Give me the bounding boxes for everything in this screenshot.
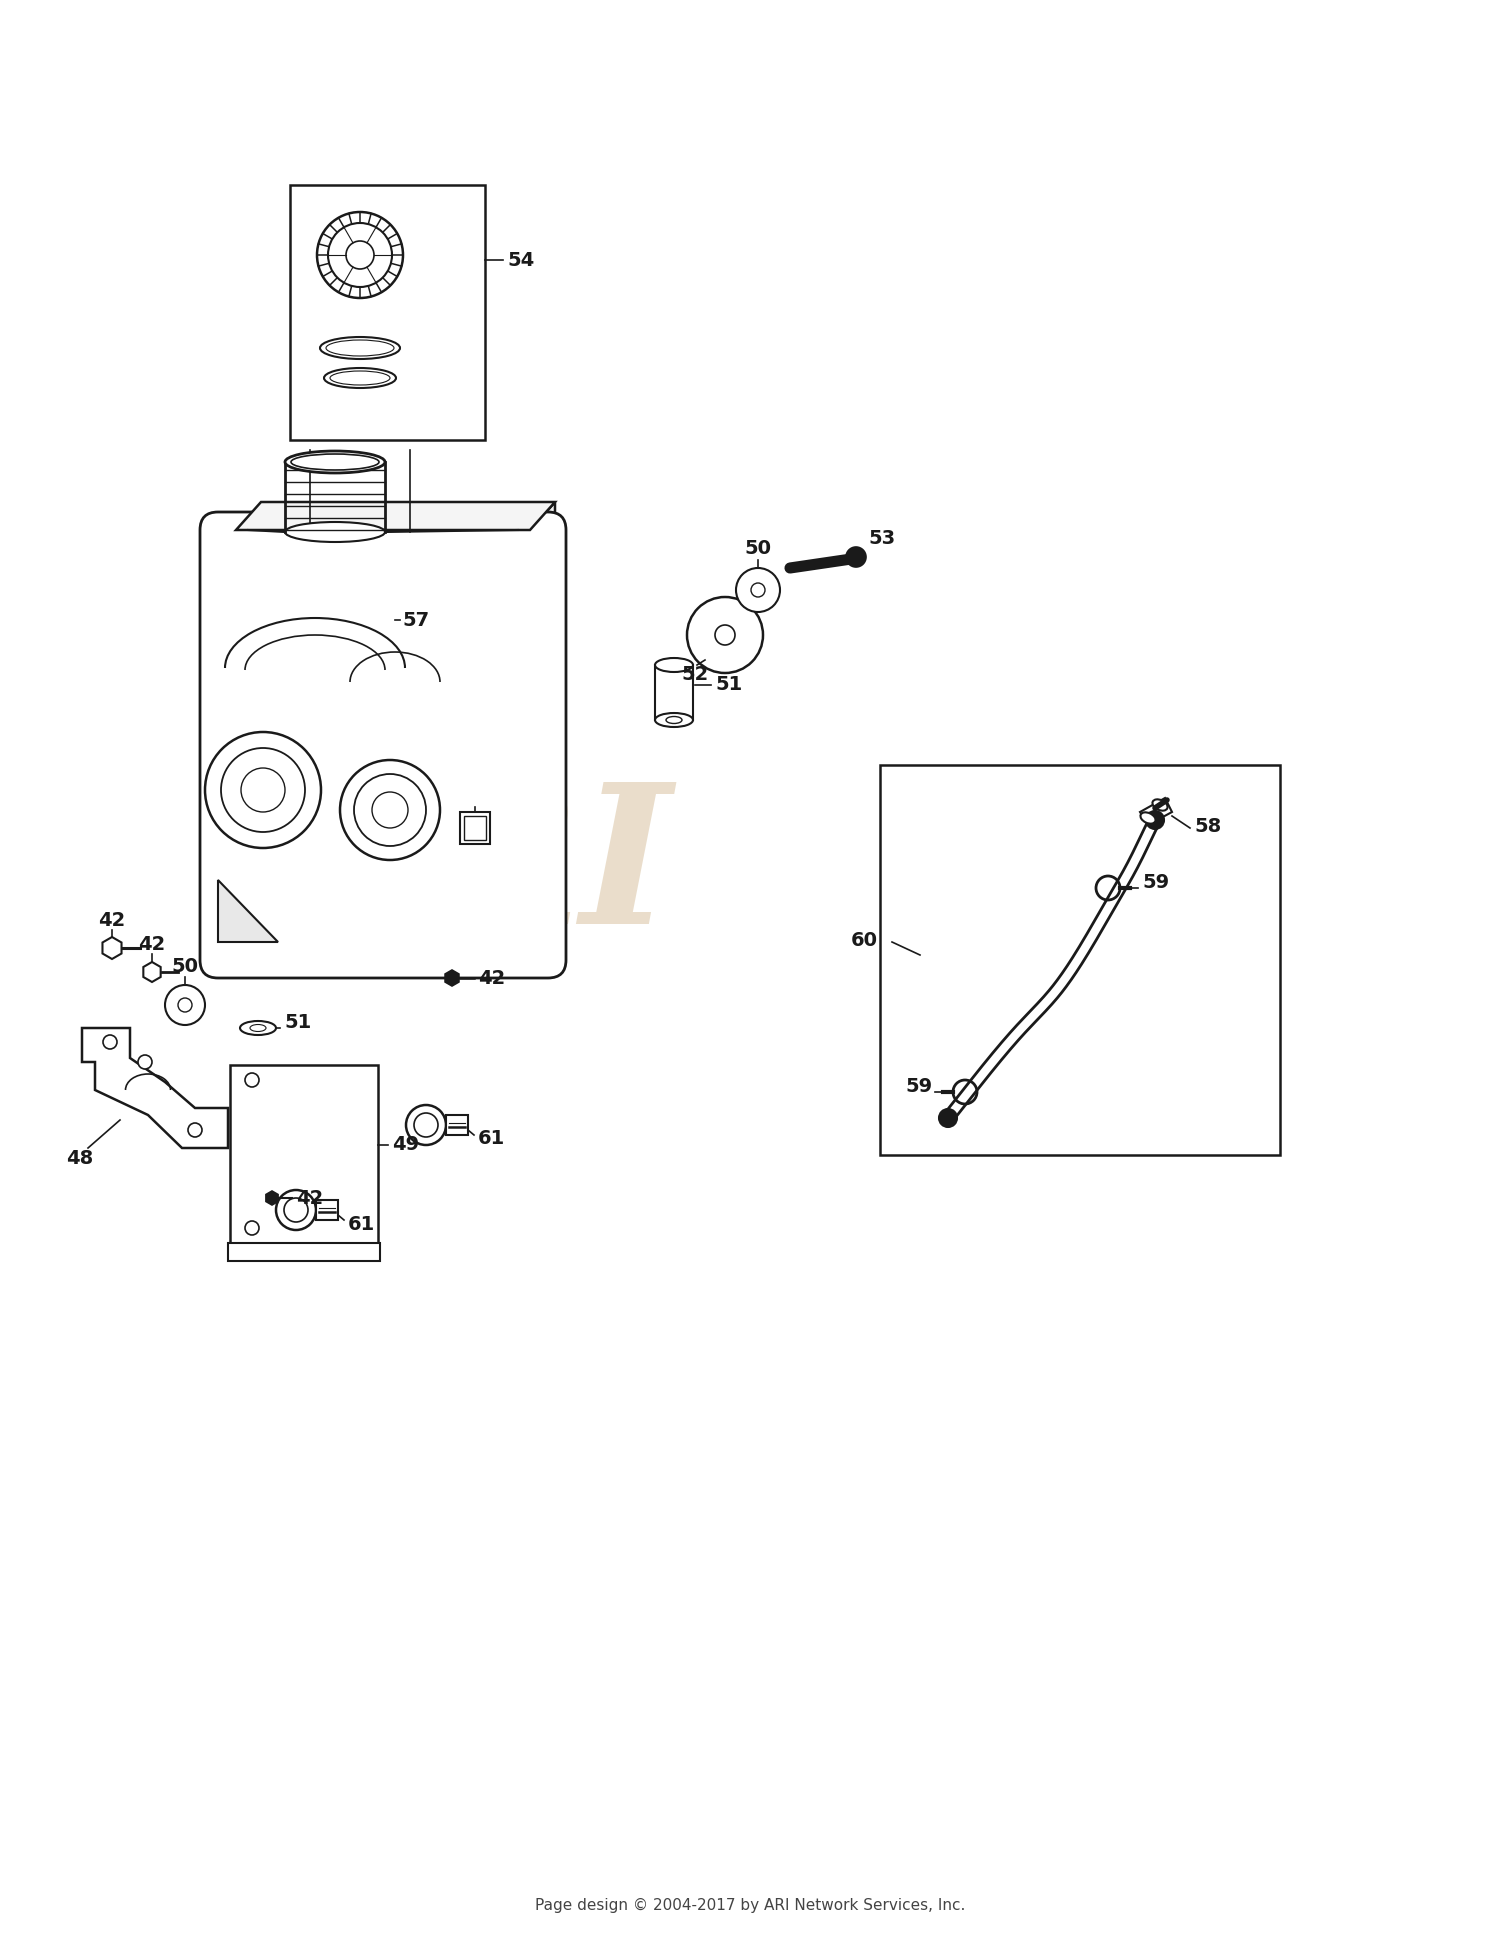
Text: 54: 54 — [507, 250, 534, 270]
Circle shape — [244, 1073, 260, 1087]
Circle shape — [939, 1108, 957, 1128]
Circle shape — [846, 547, 865, 567]
Circle shape — [414, 1112, 438, 1137]
Text: 61: 61 — [478, 1130, 506, 1149]
Circle shape — [276, 1190, 316, 1231]
Circle shape — [328, 223, 392, 287]
Circle shape — [687, 598, 764, 674]
Circle shape — [206, 732, 321, 848]
Bar — [464, 815, 486, 840]
Circle shape — [406, 1104, 445, 1145]
Text: 48: 48 — [66, 1149, 93, 1167]
Polygon shape — [236, 503, 555, 530]
Bar — [460, 811, 490, 844]
Ellipse shape — [291, 454, 380, 470]
Circle shape — [220, 747, 304, 833]
Polygon shape — [102, 938, 122, 959]
Circle shape — [188, 1124, 202, 1137]
Circle shape — [138, 1056, 152, 1069]
Ellipse shape — [1140, 813, 1155, 823]
Circle shape — [716, 625, 735, 644]
Text: 42: 42 — [478, 969, 506, 988]
Circle shape — [340, 761, 439, 860]
Circle shape — [372, 792, 408, 829]
Polygon shape — [530, 503, 555, 941]
Text: 61: 61 — [348, 1215, 375, 1233]
Circle shape — [244, 1221, 260, 1234]
Text: 59: 59 — [906, 1077, 933, 1097]
Text: Page design © 2004-2017 by ARI Network Services, Inc.: Page design © 2004-2017 by ARI Network S… — [536, 1898, 964, 1912]
Ellipse shape — [656, 712, 693, 728]
Circle shape — [165, 984, 206, 1025]
Circle shape — [104, 1035, 117, 1048]
Polygon shape — [217, 879, 278, 941]
Polygon shape — [446, 970, 459, 986]
Text: 59: 59 — [1142, 873, 1168, 893]
Bar — [446, 1114, 468, 1135]
Text: 50: 50 — [171, 957, 198, 976]
Text: 42: 42 — [138, 934, 165, 953]
Bar — [290, 184, 484, 441]
Text: 52: 52 — [681, 666, 708, 685]
Circle shape — [178, 998, 192, 1011]
Ellipse shape — [1152, 800, 1167, 811]
Circle shape — [284, 1198, 308, 1223]
Ellipse shape — [666, 716, 682, 724]
Text: 50: 50 — [744, 538, 771, 557]
Bar — [880, 765, 1280, 1155]
FancyBboxPatch shape — [200, 512, 566, 978]
Circle shape — [316, 212, 404, 299]
Circle shape — [736, 569, 780, 611]
Polygon shape — [1140, 798, 1172, 825]
Circle shape — [346, 241, 374, 270]
Ellipse shape — [240, 1021, 276, 1035]
Bar — [316, 1200, 338, 1221]
Text: 42: 42 — [296, 1188, 324, 1207]
Text: 49: 49 — [392, 1135, 418, 1155]
Text: 42: 42 — [99, 910, 126, 930]
Text: 51: 51 — [284, 1013, 312, 1033]
Ellipse shape — [285, 522, 386, 542]
Circle shape — [242, 769, 285, 811]
Circle shape — [354, 774, 426, 846]
Text: 60: 60 — [850, 930, 877, 949]
Text: 57: 57 — [402, 611, 429, 629]
Circle shape — [752, 582, 765, 598]
Bar — [228, 1242, 380, 1262]
Bar — [230, 1066, 378, 1242]
Polygon shape — [82, 1029, 228, 1147]
Text: 53: 53 — [868, 528, 895, 547]
Ellipse shape — [251, 1025, 266, 1031]
Polygon shape — [144, 963, 160, 982]
Text: 51: 51 — [716, 675, 742, 695]
Polygon shape — [266, 1192, 278, 1205]
Circle shape — [1146, 811, 1164, 829]
Ellipse shape — [656, 658, 693, 672]
Text: 58: 58 — [1194, 817, 1221, 835]
Ellipse shape — [285, 450, 386, 474]
Text: ARI: ARI — [268, 776, 672, 965]
